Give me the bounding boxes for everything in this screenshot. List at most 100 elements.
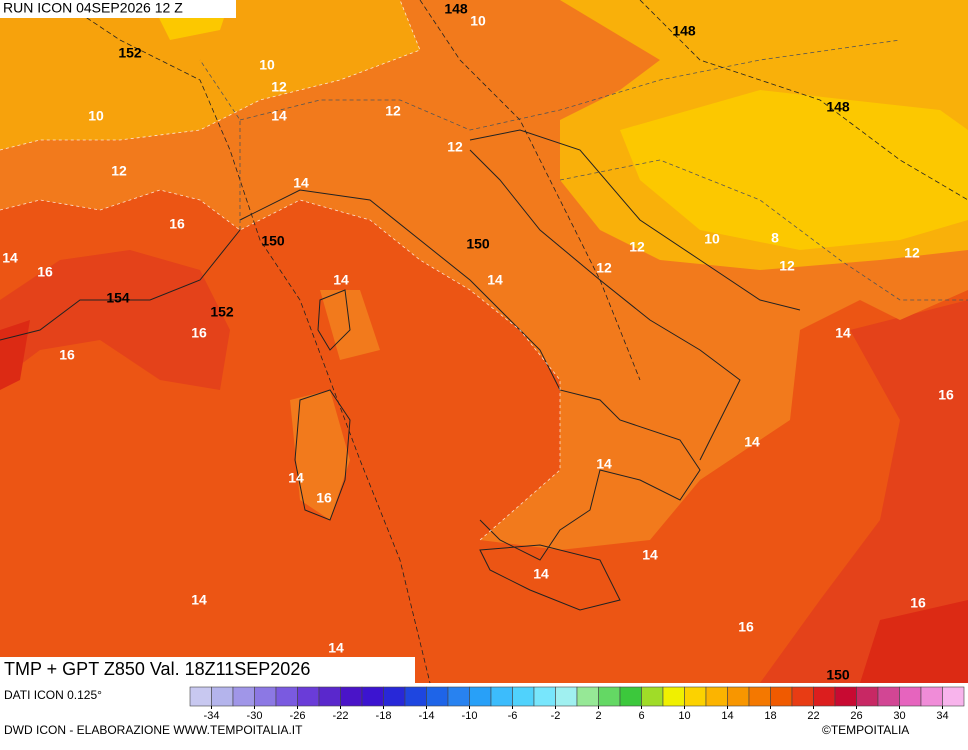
contour-label: 10 xyxy=(704,231,720,247)
colorbar-cell xyxy=(748,686,771,707)
contour-label: 152 xyxy=(118,45,142,61)
contour-label: 16 xyxy=(59,347,75,363)
colorbar-cell xyxy=(297,686,320,707)
colorbar-tick-label: -22 xyxy=(333,710,349,722)
colorbar-cell xyxy=(834,686,857,707)
colorbar-cell xyxy=(275,686,298,707)
colorbar-cell xyxy=(533,686,556,707)
colorbar-tick-label: 2 xyxy=(595,710,601,722)
mild-area xyxy=(320,290,380,360)
colorbar-tick-label: -26 xyxy=(290,710,306,722)
contour-label: 16 xyxy=(169,216,185,232)
colorbar-cell xyxy=(877,686,900,707)
colorbar-cell xyxy=(598,686,621,707)
colorbar-cell xyxy=(426,686,449,707)
coastline xyxy=(0,129,801,611)
contour-label: 14 xyxy=(328,640,344,656)
contour-label: 16 xyxy=(738,619,754,635)
contour-label: 16 xyxy=(191,325,207,341)
contour-label: 150 xyxy=(826,667,850,683)
contour-label: 12 xyxy=(271,79,287,95)
colorbar-cell xyxy=(232,686,255,707)
contour-label: 14 xyxy=(642,547,658,563)
warm-area xyxy=(0,320,30,390)
contour-label: 14 xyxy=(487,272,503,288)
contour-label: 148 xyxy=(672,23,696,39)
colorbar: -34 -30 -26 -22 -18 -14 -10 -6 -2 2 6 10 14 18 22 26 30 3… xyxy=(189,686,965,722)
credit-label: DWD ICON - ELABORAZIONE WWW.TEMPOITALIA.… xyxy=(4,723,303,737)
colorbar-cell xyxy=(404,686,427,707)
map-title: TMP + GPT Z850 Val. 18Z11SEP2026 xyxy=(4,659,310,679)
contour-label: 16 xyxy=(910,595,926,611)
contour-label: 14 xyxy=(333,272,349,288)
colorbar-cell xyxy=(490,686,513,707)
contour-label: 14 xyxy=(271,108,287,124)
colorbar-cell xyxy=(727,686,750,707)
colorbar-cell xyxy=(684,686,707,707)
colorbar-tick-label: -10 xyxy=(462,710,478,722)
contour-label: 148 xyxy=(826,99,850,115)
contour-label: 16 xyxy=(316,490,332,506)
contour-label: 12 xyxy=(111,163,127,179)
contour-label: 12 xyxy=(779,258,795,274)
colorbar-cell xyxy=(619,686,642,707)
border xyxy=(199,39,968,301)
warm-area xyxy=(860,600,968,683)
colorbar-cell xyxy=(512,686,535,707)
contour-label: 152 xyxy=(210,304,234,320)
mild-area xyxy=(290,390,350,520)
colorbar-cell xyxy=(641,686,664,707)
colorbar-cell xyxy=(856,686,879,707)
colorbar-cell xyxy=(770,686,793,707)
contour-label: 12 xyxy=(596,260,612,276)
colorbar-cell xyxy=(318,686,341,707)
colorbar-tick-label: 22 xyxy=(807,710,819,722)
contour-label: 10 xyxy=(259,57,275,73)
colorbar-cell xyxy=(340,686,363,707)
colorbar-cell xyxy=(211,686,234,707)
colorbar-cell xyxy=(555,686,578,707)
colorbar-tick-label: 30 xyxy=(893,710,905,722)
colorbar-cell xyxy=(791,686,814,707)
colorbar-tick-label: -2 xyxy=(551,710,561,722)
contour-label: 148 xyxy=(444,1,468,17)
colorbar-tick-label: 10 xyxy=(678,710,690,722)
contour-label: 8 xyxy=(771,230,779,246)
contour-label: 10 xyxy=(470,13,486,29)
colorbar-cell xyxy=(942,686,965,707)
isohypse xyxy=(59,0,968,684)
run-label: RUN ICON 04SEP2026 12 Z xyxy=(3,0,183,16)
contour-label: 150 xyxy=(261,233,285,249)
contour-label: 16 xyxy=(938,387,954,403)
colorbar-tick-label: 14 xyxy=(721,710,733,722)
contour-label: 150 xyxy=(466,236,490,252)
contour-label: 154 xyxy=(106,290,130,306)
colorbar-cell xyxy=(576,686,599,707)
colorbar-cell xyxy=(920,686,943,707)
colorbar-tick-label: -18 xyxy=(376,710,392,722)
colorbar-cell xyxy=(383,686,406,707)
colorbar-tick-label: -30 xyxy=(247,710,263,722)
contour-label: 14 xyxy=(744,434,760,450)
colorbar-tick-label: 18 xyxy=(764,710,776,722)
brand-label: ©TEMPOITALIA xyxy=(822,723,909,737)
colorbar-cell xyxy=(361,686,384,707)
contour-label: 16 xyxy=(37,264,53,280)
colorbar-cell xyxy=(899,686,922,707)
header-box xyxy=(0,0,236,18)
colorbar-tick-label: -34 xyxy=(204,710,220,722)
contour-label: 14 xyxy=(191,592,207,608)
contour-label: 12 xyxy=(385,103,401,119)
source-label: DATI ICON 0.125° xyxy=(4,688,102,702)
warm-area xyxy=(0,250,230,390)
warm-area xyxy=(760,300,968,683)
contour-label: 12 xyxy=(447,139,463,155)
colorbar-cell xyxy=(662,686,685,707)
colorbar-cell xyxy=(813,686,836,707)
isotherm xyxy=(0,0,561,541)
contour-label: 14 xyxy=(533,566,549,582)
colorbar-tick-label: 26 xyxy=(850,710,862,722)
